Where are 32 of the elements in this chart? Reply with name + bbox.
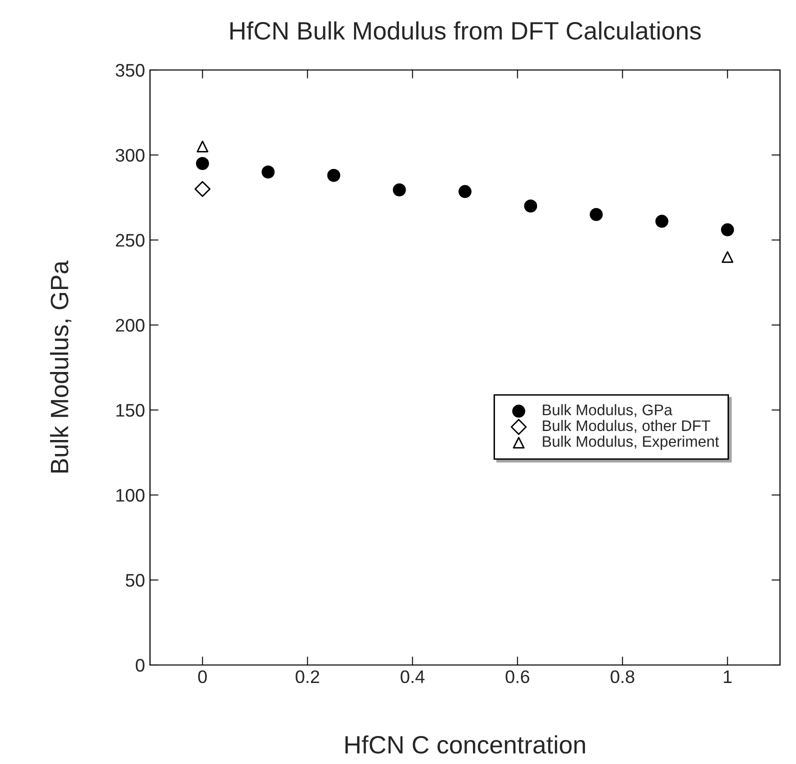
legend-label: Bulk Modulus, Experiment bbox=[542, 436, 719, 450]
point bbox=[458, 185, 472, 198]
y-tick-label: 50 bbox=[126, 574, 144, 587]
y-tick-label: 0 bbox=[136, 658, 144, 672]
x-axis-title: HfCN C concentration bbox=[345, 735, 585, 754]
x-tick-label: 0.4 bbox=[400, 670, 425, 684]
chart-title: HfCN Bulk Modulus from DFT Calculations bbox=[230, 21, 701, 40]
point bbox=[327, 168, 340, 182]
x-tick-label: 1 bbox=[724, 670, 732, 683]
point bbox=[590, 208, 603, 222]
legend-label: Bulk Modulus, GPa bbox=[542, 404, 672, 418]
x-tick-label: 0.2 bbox=[296, 670, 320, 684]
point bbox=[196, 140, 208, 152]
y-axis-title: Bulk Modulus, GPa bbox=[50, 260, 72, 472]
y-tick-label: 200 bbox=[116, 318, 144, 332]
point bbox=[196, 156, 210, 170]
point bbox=[655, 214, 668, 228]
x-tick-label: 0 bbox=[198, 670, 207, 684]
point bbox=[524, 199, 538, 213]
y-tick-label: 350 bbox=[116, 64, 144, 77]
point bbox=[722, 251, 734, 263]
y-tick-label: 300 bbox=[116, 148, 144, 162]
x-tick-label: 0.8 bbox=[610, 670, 634, 684]
y-tick-label: 150 bbox=[116, 404, 144, 417]
point bbox=[262, 165, 275, 179]
point bbox=[392, 183, 406, 196]
point bbox=[194, 181, 210, 197]
x-tick-label: 0.6 bbox=[506, 670, 530, 684]
point bbox=[720, 223, 734, 236]
y-tick-label: 250 bbox=[116, 234, 144, 247]
legend-label: Bulk Modulus, other DFT bbox=[542, 420, 710, 433]
y-tick-label: 100 bbox=[116, 488, 144, 502]
